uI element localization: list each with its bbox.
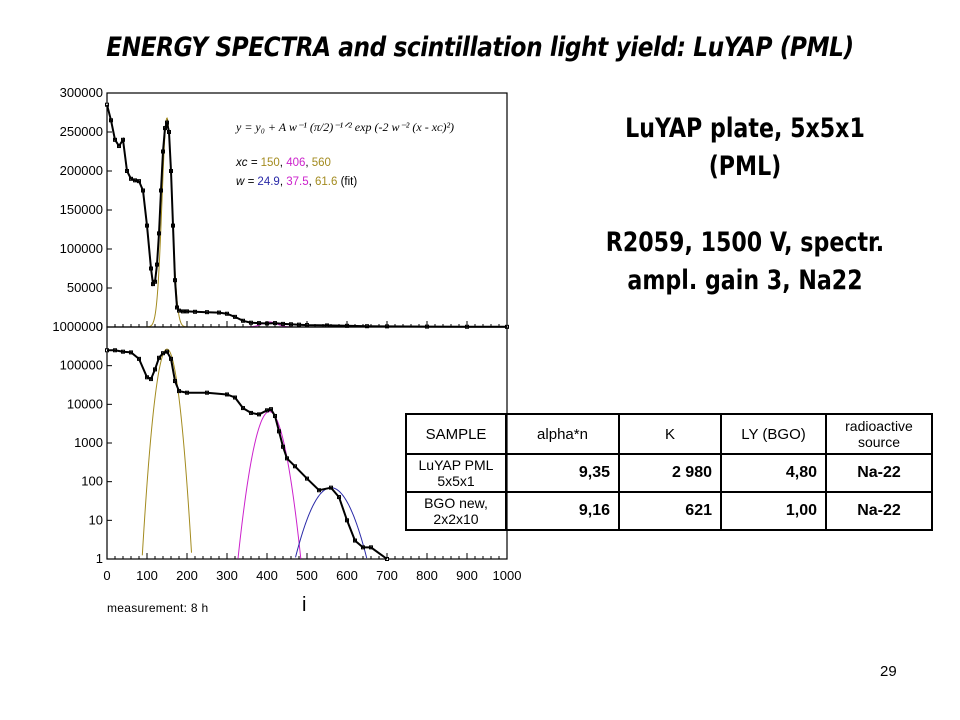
x-tick-label: 900: [456, 568, 478, 583]
header-alpha-n: alpha*n: [505, 413, 620, 455]
y-tick-label: 0: [96, 319, 103, 334]
fit-curve: [295, 487, 368, 559]
y-tick-label: 100000: [60, 241, 103, 256]
y-tick-label: 10000: [67, 396, 103, 411]
x-tick-label: 100: [136, 568, 158, 583]
x-tick-label: 400: [256, 568, 278, 583]
y-tick-label: 200000: [60, 163, 103, 178]
x-tick-label: 200: [176, 568, 198, 583]
cell-alpha-n: 9,35: [505, 453, 620, 493]
fit-w-1: 24.9: [257, 176, 279, 188]
cell-source: Na-22: [825, 453, 933, 493]
y-tick-label: 10: [89, 512, 103, 527]
header-sample: SAMPLE: [405, 413, 507, 455]
y-tick-label: 1000000: [52, 319, 103, 334]
fit-w-suffix: (fit): [341, 176, 358, 188]
setup-description: R2059, 1500 V, spectr. ampl. gain 3, Na2…: [605, 227, 885, 296]
fit-formula: y = y₀ + A w⁻¹ (π/2)⁻¹ᐟ² exp (-2 w⁻² (x …: [235, 120, 454, 188]
fit-w-3: 61.6: [315, 176, 337, 188]
x-tick-label: 700: [376, 568, 398, 583]
fit-xc-2: 406: [286, 157, 305, 169]
fit-w-label: w =: [236, 176, 257, 188]
x-tick-label: 1000: [493, 568, 522, 583]
fit-xc-3: 560: [312, 157, 331, 169]
x-tick-label: 800: [416, 568, 438, 583]
fit-w-2: 37.5: [286, 176, 308, 188]
linear-spectrum-panel: 0 50000 100000 150000 200000 250000 300000: [60, 85, 509, 334]
cell-k: 2 980: [618, 453, 722, 493]
slide-title: ENERGY SPECTRA and scintillation light y…: [106, 32, 854, 63]
results-table: SAMPLE alpha*n K LY (BGO) radioactive so…: [405, 413, 933, 531]
header-source: radioactive source: [825, 413, 933, 455]
x-axis-variable: i: [302, 594, 307, 616]
fit-xc-1: 150: [261, 157, 280, 169]
cell-ly: 1,00: [720, 491, 827, 531]
sample-description: LuYAP plate, 5x5x1 (PML): [625, 113, 865, 182]
table-row: LuYAP PML 5x5x1 9,35 2 980 4,80 Na-22: [405, 453, 933, 493]
fit-formula-line: y = y₀ + A w⁻¹ (π/2)⁻¹ᐟ² exp (-2 w⁻² (x …: [235, 120, 454, 134]
x-tick-label: 0: [103, 568, 110, 583]
page-number: 29: [880, 663, 897, 680]
y-tick-label: 100000: [60, 358, 103, 373]
x-tick-label: 500: [296, 568, 318, 583]
fit-xc-label: xᴄ =: [235, 157, 261, 169]
fit-xc-row: xᴄ = 150, 406, 560: [235, 157, 331, 169]
y-tick-label: 1: [96, 551, 103, 566]
y-tick-label: 50000: [67, 280, 103, 295]
cell-source: Na-22: [825, 491, 933, 531]
x-tick-label: 300: [216, 568, 238, 583]
table-row: BGO new, 2x2x10 9,16 621 1,00 Na-22: [405, 491, 933, 531]
y-tick-label: 100: [81, 474, 103, 489]
cell-alpha-n: 9,16: [505, 491, 620, 531]
y-tick-label: 1000: [74, 435, 103, 450]
cell-sample: BGO new, 2x2x10: [405, 491, 507, 531]
header-k: K: [618, 413, 722, 455]
measurement-note: measurement: 8 h: [107, 601, 209, 615]
fit-w-row: w = 24.9, 37.5, 61.6 (fit): [236, 176, 357, 188]
fit-curve: [237, 411, 302, 559]
x-tick-label: 600: [336, 568, 358, 583]
cell-sample: LuYAP PML 5x5x1: [405, 453, 507, 493]
y-tick-label: 150000: [60, 202, 103, 217]
y-tick-label: 300000: [60, 85, 103, 100]
y-tick-label: 250000: [60, 124, 103, 139]
data-trace: [107, 349, 388, 560]
table-header-row: SAMPLE alpha*n K LY (BGO) radioactive so…: [405, 413, 933, 455]
cell-ly: 4,80: [720, 453, 827, 493]
data-trace: [106, 104, 507, 328]
header-ly: LY (BGO): [720, 413, 827, 455]
cell-k: 621: [618, 491, 722, 531]
fit-curve: [141, 348, 192, 556]
